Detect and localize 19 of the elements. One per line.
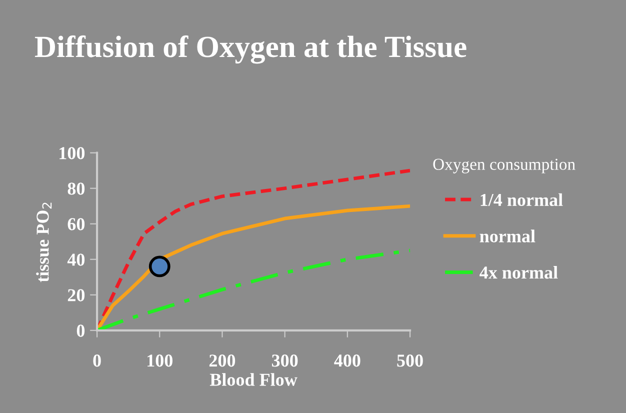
x-tick-label: 0 bbox=[93, 354, 101, 367]
legend-label: 4x normal bbox=[480, 266, 558, 279]
x-tick-label: 300 bbox=[272, 354, 298, 367]
chart-title: Diffusion of Oxygen at the Tissue bbox=[34, 35, 466, 64]
y-tick-label: 20 bbox=[68, 289, 85, 302]
x-tick-label: 100 bbox=[148, 354, 172, 367]
legend-label: normal bbox=[480, 230, 536, 242]
legend-title: Oxygen consumption bbox=[433, 158, 576, 174]
legend-label: 1/4 normal bbox=[480, 193, 563, 206]
y-tick-label: 80 bbox=[68, 182, 85, 195]
x-axis-title: Blood Flow bbox=[210, 373, 298, 386]
x-tick-label: 200 bbox=[209, 354, 236, 367]
y-axis-title: tissue PO$_{2}$ bbox=[36, 202, 52, 282]
y-tick-label: 0 bbox=[76, 324, 85, 337]
x-tick-label: 400 bbox=[334, 354, 360, 367]
y-tick-label: 60 bbox=[68, 218, 85, 230]
y-tick-label: 100 bbox=[60, 147, 85, 160]
x-tick-label: 500 bbox=[397, 354, 423, 367]
y-tick-label: 40 bbox=[67, 254, 85, 266]
